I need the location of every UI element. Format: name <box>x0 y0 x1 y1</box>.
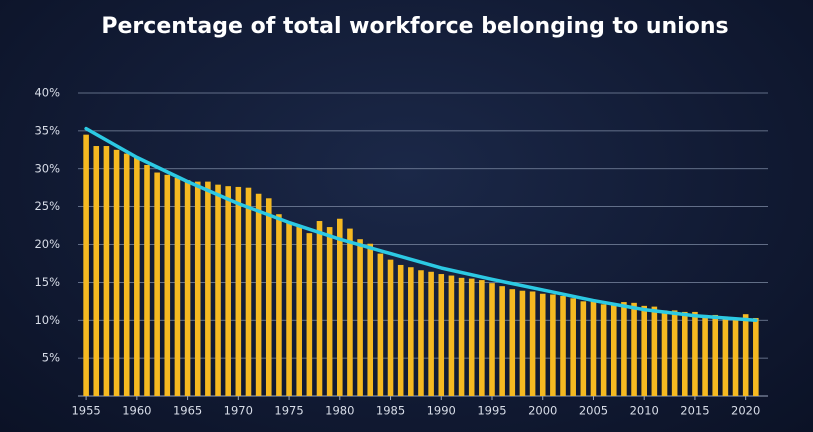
bar <box>286 221 292 396</box>
bar <box>357 239 363 396</box>
bar <box>682 311 688 396</box>
bar <box>235 186 242 396</box>
bar <box>93 146 100 396</box>
bar <box>347 228 353 396</box>
x-tick-label: 2000 <box>528 404 557 418</box>
bar <box>509 289 516 396</box>
bar <box>529 291 536 396</box>
x-tick-label: 1985 <box>376 404 405 418</box>
x-tick-label: 1975 <box>274 404 303 418</box>
bar <box>387 259 394 396</box>
x-tick-label: 1960 <box>122 404 151 418</box>
x-tick-label: 1995 <box>477 404 506 418</box>
bar <box>590 301 597 396</box>
bar <box>397 264 404 396</box>
bar <box>468 278 475 396</box>
bar <box>753 317 759 396</box>
y-tick-label: 5% <box>42 351 60 365</box>
x-tick-label: 2020 <box>731 404 760 418</box>
y-tick-label: 20% <box>34 237 60 251</box>
bar <box>631 302 637 396</box>
bar <box>296 225 302 396</box>
bar <box>205 181 211 396</box>
y-tick-label: 40% <box>34 86 60 100</box>
y-tick-label: 15% <box>34 275 60 289</box>
bar <box>438 274 445 396</box>
bar <box>367 243 374 396</box>
x-tick-label: 1980 <box>325 404 354 418</box>
bar <box>560 296 566 396</box>
bar <box>103 146 110 396</box>
bar <box>194 181 201 396</box>
bar <box>621 302 627 396</box>
bar <box>661 310 668 396</box>
bar <box>174 177 181 396</box>
bar <box>164 174 171 396</box>
bar <box>651 306 658 396</box>
bar <box>732 317 739 396</box>
bar <box>570 298 576 396</box>
bar <box>276 214 282 396</box>
bar <box>245 187 252 396</box>
bar <box>692 311 698 396</box>
bar <box>123 153 130 396</box>
chart-title: Percentage of total workforce belonging … <box>101 14 728 39</box>
y-tick-label: 30% <box>34 161 60 175</box>
x-tick-label: 1970 <box>224 404 253 418</box>
bar <box>458 277 465 396</box>
bar <box>408 267 414 396</box>
bar <box>337 218 343 396</box>
bar <box>742 314 749 396</box>
bar <box>306 233 313 396</box>
bar <box>377 253 384 396</box>
bar <box>428 271 434 396</box>
bar <box>499 286 505 396</box>
bar <box>722 316 729 396</box>
bar <box>265 198 272 396</box>
bar <box>580 301 587 396</box>
y-tick-label: 25% <box>34 199 60 213</box>
bar <box>448 275 455 396</box>
bar <box>154 172 160 396</box>
bar <box>600 304 607 396</box>
bar <box>712 314 719 396</box>
x-tick-label: 1965 <box>173 404 202 418</box>
bar <box>326 227 333 396</box>
bar <box>83 134 89 396</box>
x-tick-label: 1990 <box>427 404 456 418</box>
bar <box>225 186 231 396</box>
x-tick-label: 2015 <box>680 404 709 418</box>
x-tick-label: 1955 <box>71 404 100 418</box>
bar <box>418 270 424 396</box>
x-tick-label: 2005 <box>579 404 608 418</box>
bar <box>641 305 647 396</box>
y-tick-label: 10% <box>34 313 60 327</box>
bar <box>539 293 546 396</box>
bar <box>255 193 262 396</box>
bar <box>316 221 323 396</box>
y-tick-label: 35% <box>34 123 60 137</box>
bar <box>134 157 140 396</box>
bar <box>479 280 485 396</box>
bar <box>113 149 120 396</box>
bar <box>184 180 191 396</box>
bar <box>671 310 678 396</box>
bar <box>144 164 150 396</box>
bar <box>550 294 556 396</box>
bar <box>215 184 221 396</box>
trend-line <box>84 126 758 322</box>
x-tick-label: 2010 <box>630 404 659 418</box>
bar <box>702 314 708 396</box>
bar <box>519 290 526 396</box>
bar <box>489 283 495 396</box>
bar <box>610 304 617 396</box>
